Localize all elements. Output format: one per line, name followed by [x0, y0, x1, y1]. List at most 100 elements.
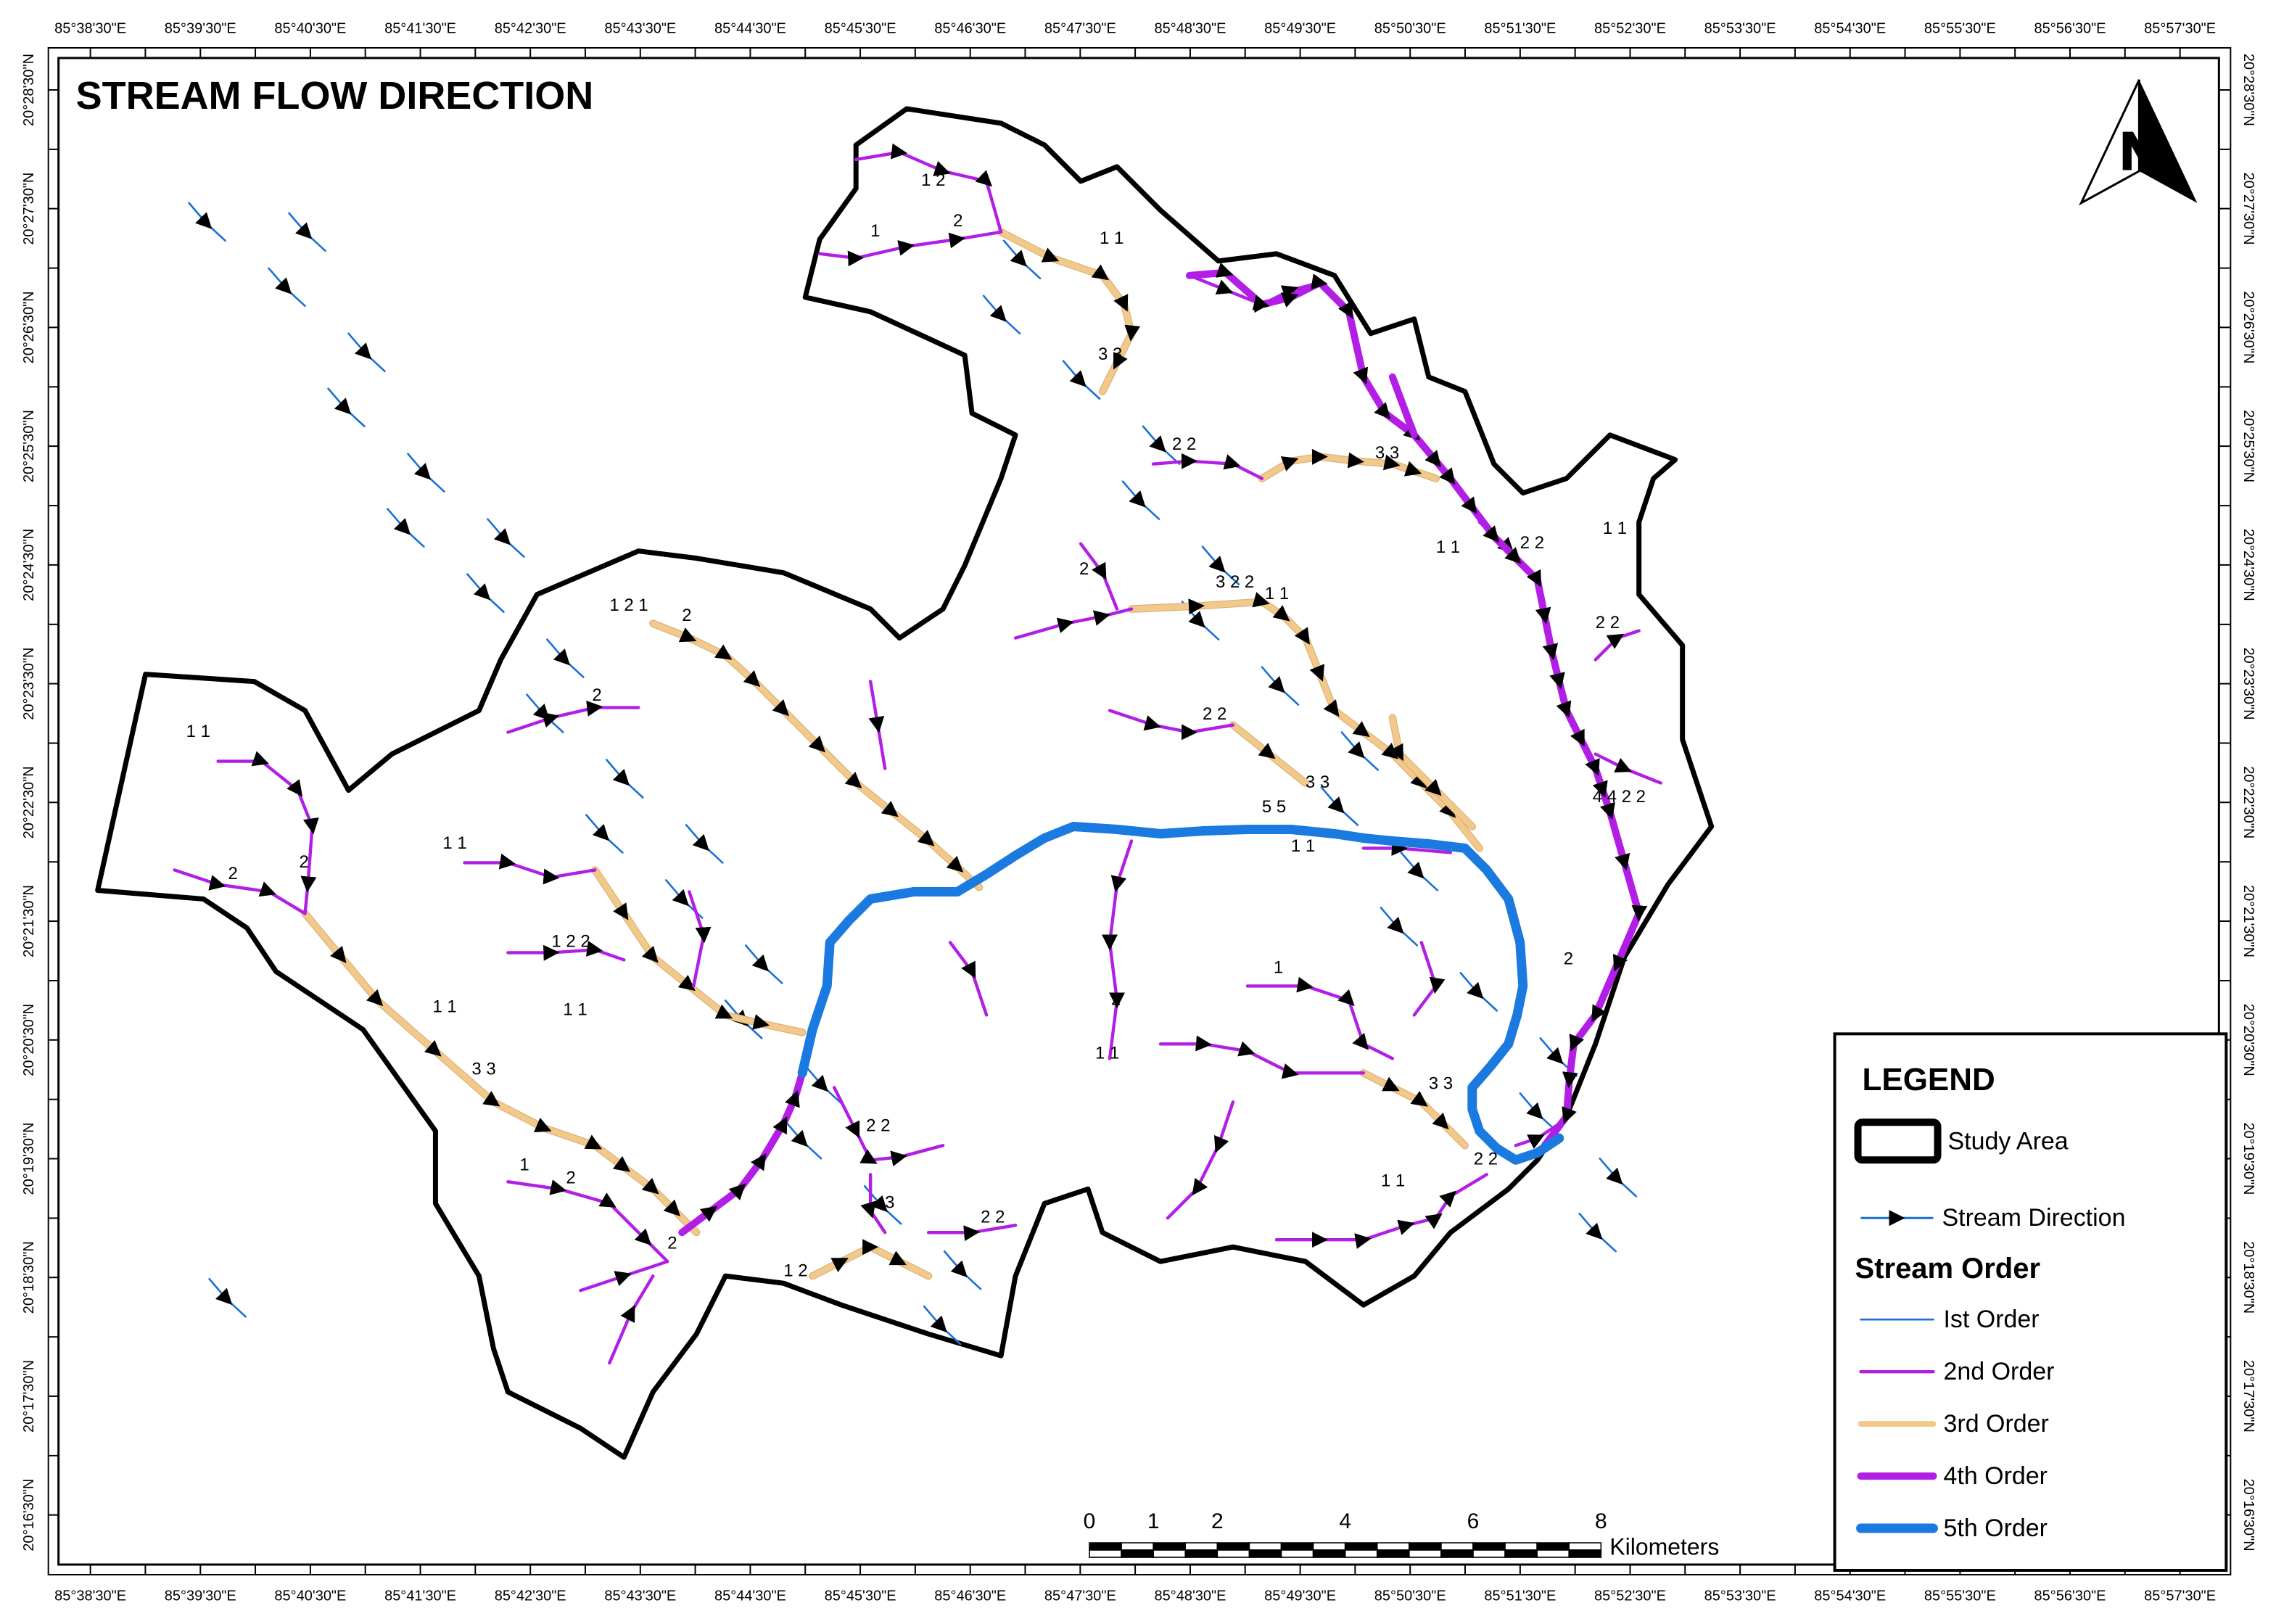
stream-order-label: 1 1	[1291, 836, 1315, 856]
longitude-label: 85°41'30"E	[384, 20, 456, 36]
latitude-label: 20°27'30"N	[2240, 173, 2256, 245]
longitude-label: 85°48'30"E	[1155, 20, 1226, 36]
stream	[302, 910, 700, 1236]
stream	[650, 620, 983, 891]
stream	[926, 1224, 1018, 1242]
stream-order-label: 2	[228, 864, 238, 883]
longitude-label: 85°39'30"E	[165, 1588, 236, 1604]
longitude-label: 85°52'30"E	[1594, 20, 1666, 36]
stream	[797, 821, 1564, 1165]
latitude-label: 20°26'30"N	[2240, 291, 2256, 363]
longitude-label: 85°56'30"E	[2034, 1588, 2106, 1604]
stream	[506, 700, 640, 734]
legend-label: Study Area	[1948, 1127, 2069, 1155]
longitude-label: 85°46'30"E	[934, 1588, 1006, 1604]
stream-order-label: 1 1	[1436, 537, 1460, 557]
scale-segment	[1280, 1542, 1314, 1551]
latitude-label: 20°23'30"N	[2240, 648, 2256, 720]
north-label: N	[2120, 123, 2158, 181]
stream-order-label: 1 1	[432, 997, 456, 1017]
longitude-label: 85°52'30"E	[1594, 1588, 1666, 1604]
longitude-label: 85°44'30"E	[714, 20, 786, 36]
longitude-label: 85°43'30"E	[604, 1588, 676, 1604]
scale-segment	[1376, 1542, 1410, 1551]
scale-segment	[1568, 1542, 1602, 1551]
longitude-label: 85°50'30"E	[1374, 20, 1446, 36]
stream-order-label: 3 3	[1429, 1074, 1453, 1094]
longitude-label: 85°47'30"E	[1044, 1588, 1116, 1604]
scale-segment	[1344, 1549, 1378, 1558]
latitude-label: 20°19'30"N	[21, 1122, 37, 1195]
stream	[463, 853, 597, 885]
stream-order-label: 1 1	[442, 833, 466, 853]
scale-segment	[1089, 1549, 1122, 1558]
longitude-label: 85°51'30"E	[1484, 1588, 1556, 1604]
latitude-label: 20°24'30"N	[2240, 529, 2256, 601]
stream	[506, 1179, 669, 1264]
stream	[923, 1305, 962, 1345]
stream	[1013, 607, 1134, 640]
legend-label: 3rd Order	[1944, 1410, 2049, 1438]
stream	[1599, 1157, 1637, 1198]
stream-order-label: 4 4 2 2	[1593, 787, 1646, 807]
scale-segment	[1153, 1549, 1187, 1558]
stream-order-label: 1 1	[1265, 584, 1289, 603]
stream-order-label: 3 3	[1375, 443, 1399, 463]
scale-segment	[1184, 1542, 1219, 1551]
stream	[1274, 1173, 1488, 1249]
scale-segment	[1216, 1549, 1250, 1558]
scale-segment	[1089, 1542, 1122, 1551]
longitude-label: 85°57'30"E	[2144, 20, 2216, 36]
scale-segment	[1376, 1549, 1410, 1558]
stream-order-label: 2 2	[866, 1116, 890, 1136]
stream	[592, 867, 806, 1036]
stream	[860, 1173, 887, 1235]
stream-order-label: 2	[592, 685, 601, 705]
longitude-label: 85°48'30"E	[1155, 1588, 1226, 1604]
longitude-label: 85°54'30"E	[1814, 1588, 1886, 1604]
scale-segment	[1472, 1549, 1506, 1558]
legend-label: 4th Order	[1944, 1462, 2048, 1490]
latitude-label: 20°22'30"N	[2240, 766, 2256, 838]
longitude-label: 85°43'30"E	[604, 20, 676, 36]
stream	[817, 230, 1003, 267]
latitude-label: 20°24'30"N	[21, 529, 37, 601]
scale-segment	[1472, 1542, 1506, 1551]
stream	[809, 1239, 932, 1279]
scale-segment	[1312, 1549, 1346, 1558]
latitude-label: 20°19'30"N	[2240, 1122, 2256, 1195]
stream	[1102, 839, 1134, 1060]
scale-segment	[1440, 1542, 1474, 1551]
stream-order-label: 1 2 1	[609, 595, 648, 615]
latitude-label: 20°22'30"N	[21, 766, 37, 838]
map-title: STREAM FLOW DIRECTION	[76, 74, 594, 118]
scale-segment	[1409, 1542, 1442, 1551]
stream	[407, 453, 445, 492]
stream-order-label: 2	[300, 852, 309, 872]
stream-order-label: 1 1	[563, 1000, 587, 1020]
stream-order-label: 3 2 2	[1216, 572, 1254, 592]
legend-swatch	[1854, 1118, 1942, 1164]
stream	[678, 1069, 807, 1237]
stream	[546, 638, 585, 678]
scale-label: 2	[1211, 1509, 1224, 1533]
outer-frame	[47, 46, 2232, 1576]
stream-order-label: 1 2 2	[551, 932, 590, 952]
stream	[804, 1065, 843, 1105]
scale-segment	[1121, 1542, 1154, 1551]
stream	[216, 751, 319, 915]
longitude-label: 85°39'30"E	[165, 20, 236, 36]
longitude-label: 85°50'30"E	[1374, 1588, 1446, 1604]
stream	[585, 814, 624, 854]
stream-order-label: 2	[566, 1168, 575, 1188]
stream-order-label: 2	[1079, 559, 1089, 579]
scale-segment	[1536, 1549, 1570, 1558]
stream-order-label: 1 2	[921, 170, 945, 190]
stream-labels: 1 2 1 2 1 1 3 3 2 2 3 3 2 2 1 1 3 2 2 1 1 2 1 2 1 2 2 1…	[186, 170, 1646, 1280]
scale-segment	[1504, 1549, 1538, 1558]
stream-order-label: 2 2	[1203, 704, 1226, 724]
stream	[387, 508, 425, 548]
stream	[1002, 239, 1042, 280]
stream-order-label: 2 2	[1474, 1150, 1498, 1169]
